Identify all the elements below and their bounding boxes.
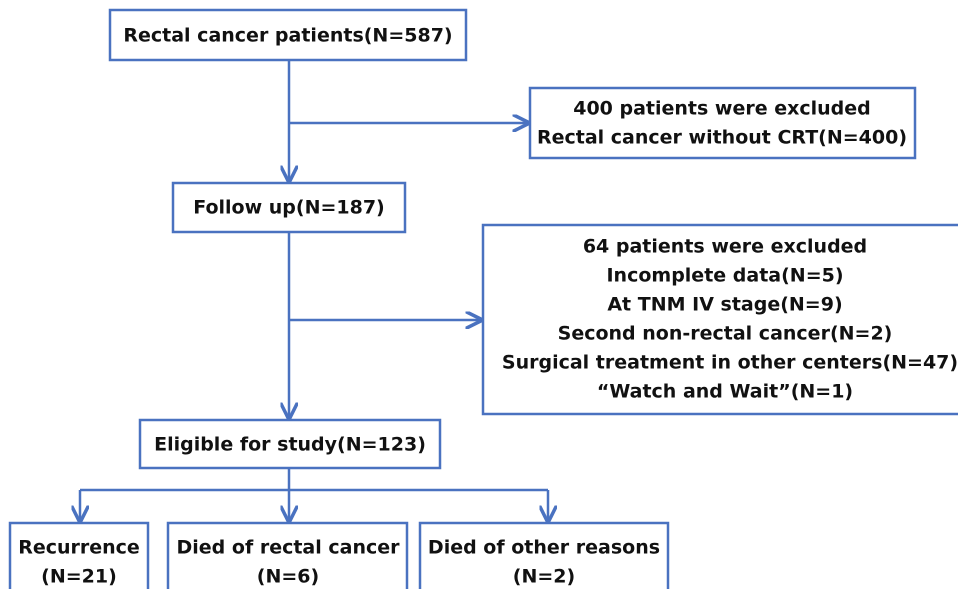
box-border [138, 418, 442, 470]
box-border [171, 181, 407, 234]
box-text: Died of rectal cancer [177, 537, 401, 559]
connectors [80, 60, 548, 521]
box-text: 400 patients were excluded [573, 98, 871, 120]
box-text: (N=21) [41, 566, 117, 588]
box: Recurrence (N=21) [8, 521, 150, 589]
box-text: At TNM IV stage(N=9) [607, 294, 842, 316]
box: Died of other reasons (N=2) [418, 521, 670, 589]
box-text: Incomplete data(N=5) [606, 265, 843, 287]
box-text: “Watch and Wait”(N=1) [597, 381, 853, 403]
box: Died of rectal cancer (N=6) [166, 521, 409, 589]
box-text: (N=6) [257, 566, 319, 588]
box-border [166, 521, 409, 589]
box: Follow up(N=187) [171, 181, 407, 234]
box: 64 patients were excluded Incomplete dat… [481, 223, 958, 416]
box: Rectal cancer patients(N=587) [108, 8, 468, 62]
box-border [528, 86, 917, 160]
box-border [481, 223, 958, 416]
box: 400 patients were excluded Rectal cancer… [528, 86, 917, 160]
box-text: Surgical treatment in other centers(N=47… [502, 352, 958, 374]
box-border [418, 521, 670, 589]
box-text: Eligible for study(N=123) [154, 434, 426, 456]
box-border [108, 8, 468, 62]
box-text: Recurrence [18, 537, 140, 559]
box: Eligible for study(N=123) [138, 418, 442, 470]
box-text: (N=2) [513, 566, 575, 588]
box-text: Second non-rectal cancer(N=2) [558, 323, 893, 345]
box-border [8, 521, 150, 589]
box-text: 64 patients were excluded [583, 236, 867, 258]
box-text: Rectal cancer without CRT(N=400) [537, 127, 907, 149]
box-text: Died of other reasons [428, 537, 660, 559]
box-text: Rectal cancer patients(N=587) [123, 25, 452, 47]
box-text: Follow up(N=187) [193, 197, 384, 219]
